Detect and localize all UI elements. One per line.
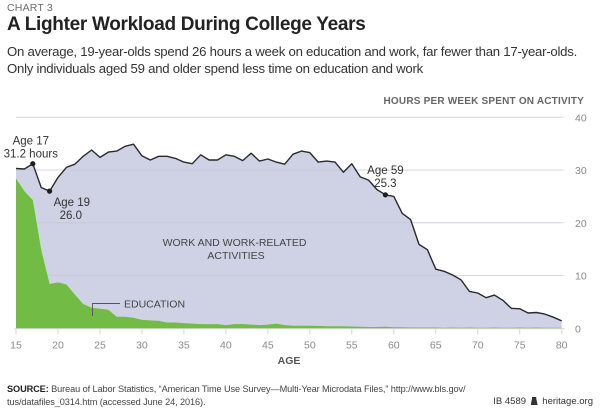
- education-region-label: EDUCATION: [124, 299, 185, 311]
- annotations: Age 17 31.2 hours Age 19 26.0 Age 59 25.3: [4, 136, 404, 222]
- education-callout-line: [92, 303, 120, 316]
- site-link[interactable]: heritage.org: [542, 396, 593, 407]
- x-axis-title: AGE: [278, 355, 301, 367]
- y-axis-title: HOURS PER WEEK SPENT ON ACTIVITY: [384, 96, 585, 107]
- x-tick-label: 35: [178, 339, 190, 351]
- chart-kicker: CHART 3: [7, 2, 53, 14]
- education-area: [16, 178, 562, 329]
- credit: IB 4589 heritage.org: [493, 396, 593, 407]
- x-tick-label: 60: [388, 339, 400, 351]
- work-region-label: WORK AND WORK-RELATED ACTIVITIES: [163, 237, 310, 262]
- x-tick-label: 15: [10, 339, 22, 351]
- x-tick-label: 70: [472, 339, 484, 351]
- y-tick-label: 30: [575, 165, 587, 177]
- annotation-label-age-19: Age 19 26.0: [54, 197, 90, 222]
- report-id: IB 4589: [493, 396, 527, 407]
- total-hours-line: [15, 143, 562, 322]
- chart-title: A Lighter Workload During College Years: [7, 14, 366, 35]
- y-tick-label: 10: [575, 271, 587, 283]
- y-tick-label: 40: [575, 112, 587, 124]
- source-label: SOURCE:: [7, 384, 49, 394]
- gridlines-over-fill: [16, 116, 562, 276]
- x-tick-label: 25: [94, 339, 106, 351]
- source-note: SOURCE: Bureau of Labor Statistics, “Ame…: [7, 383, 477, 408]
- x-tick-label: 20: [52, 339, 64, 351]
- work-area: [16, 144, 562, 329]
- annotation-marker-age-17: [30, 161, 36, 167]
- annotation-line: Age 19: [54, 197, 90, 209]
- annotation-line: Age 17: [13, 136, 49, 148]
- x-tick-label: 30: [136, 339, 148, 351]
- annotation-label-age-59: Age 59 25.3: [367, 165, 403, 190]
- annotation-marker-age-59: [382, 192, 388, 198]
- work-region-label-line-1: WORK AND WORK-RELATED: [163, 237, 307, 249]
- chart-subtitle: On average, 19-year-olds spend 26 hours …: [7, 44, 578, 76]
- x-tick-label: 65: [430, 339, 442, 351]
- y-tick-label: 20: [575, 218, 587, 230]
- annotation-label-age-17: Age 17 31.2 hours: [4, 136, 59, 161]
- x-tick-label: 80: [556, 339, 568, 351]
- annotation-line: 25.3: [374, 178, 396, 190]
- y-tick-label: 0: [575, 323, 581, 335]
- x-tick-label: 40: [220, 339, 232, 351]
- work-region-label-line-2: ACTIVITIES: [207, 250, 264, 262]
- liberty-bell-icon: [530, 397, 538, 405]
- annotation-line: Age 59: [367, 165, 403, 177]
- x-tick-label: 55: [346, 339, 358, 351]
- x-tick-label: 50: [304, 339, 316, 351]
- annotation-marker-age-19: [46, 188, 53, 194]
- x-tick-label: 75: [514, 339, 526, 351]
- y-axis-ticks: 0 10 20 30 40: [575, 112, 587, 335]
- annotation-line: 31.2 hours: [4, 149, 59, 161]
- area-chart: HOURS PER WEEK SPENT ON ACTIVITY 0 10 20 30…: [4, 96, 587, 367]
- x-tick-label: 45: [262, 339, 274, 351]
- annotation-line: 26.0: [60, 210, 82, 222]
- source-text: Bureau of Labor Statistics, “American Ti…: [7, 384, 466, 407]
- x-axis-ticks: 15 20 25 30 35 40 45 50 55 60 65 70 75 80: [10, 329, 568, 351]
